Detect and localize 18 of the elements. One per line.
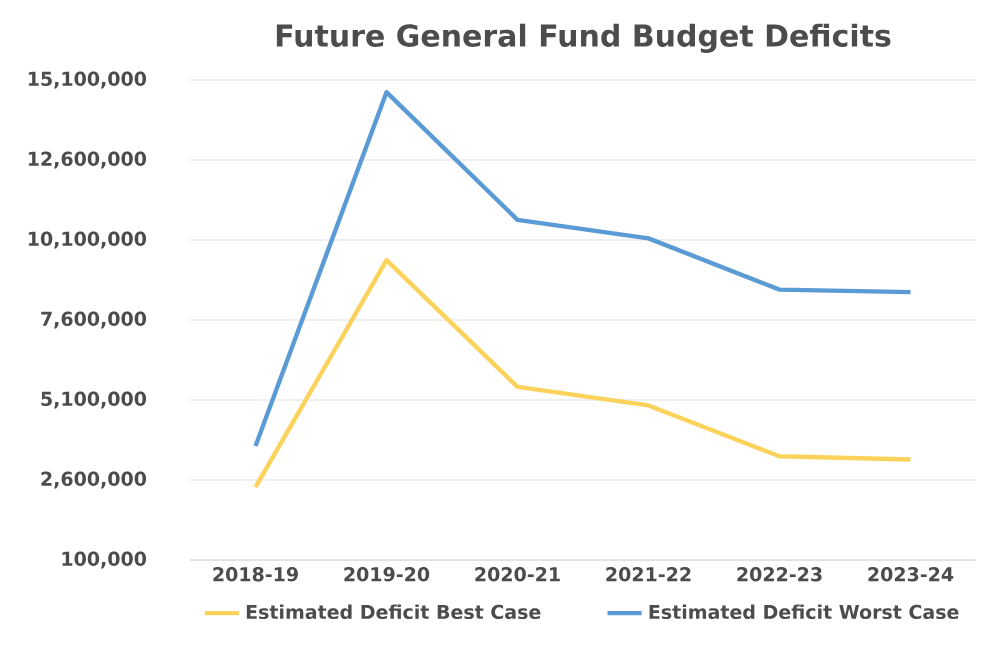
chart-title: Future General Fund Budget Deficits bbox=[276, 23, 891, 53]
y-tick-label: 5,100,000 bbox=[41, 391, 147, 409]
line-series bbox=[253, 89, 913, 449]
legend-label: Estimated Deficit Worst Case bbox=[649, 604, 959, 620]
y-tick-label: 2,600,000 bbox=[41, 471, 147, 489]
x-tick-label: 2023-24 bbox=[868, 567, 954, 582]
y-tick-label: 15,100,000 bbox=[28, 71, 147, 89]
y-tick-label: 10,100,000 bbox=[28, 231, 147, 249]
x-tick-label: 2019-20 bbox=[344, 567, 430, 582]
y-tick-label: 12,600,000 bbox=[28, 151, 147, 169]
x-tick-label: 2020-21 bbox=[475, 567, 560, 582]
legend-label: Estimated Deficit Best Case bbox=[246, 604, 541, 620]
x-tick-label: 2021-22 bbox=[606, 567, 691, 582]
x-tick-label: 2022-23 bbox=[737, 567, 822, 582]
y-tick-label: 7,600,000 bbox=[41, 311, 147, 329]
y-tick-label: 100,000 bbox=[62, 551, 147, 569]
line-series bbox=[253, 257, 913, 490]
x-tick-label: 2018-19 bbox=[213, 567, 298, 582]
